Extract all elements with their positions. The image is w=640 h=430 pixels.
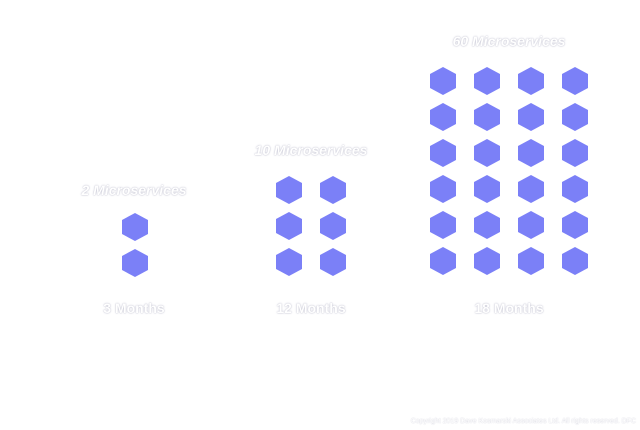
hexagon-icon [430, 247, 456, 275]
hexagon-icon [518, 211, 544, 239]
copyright-notice: Copyright 2019 Dave Kosmarski Associates… [410, 418, 636, 425]
hexagon-icon [430, 139, 456, 167]
hexagon-icon [276, 248, 302, 276]
hexagon-icon [474, 67, 500, 95]
time-label: 12 Months [276, 300, 346, 316]
hexagon-icon [474, 175, 500, 203]
hexagon-icon [474, 211, 500, 239]
hexagon-icon [562, 175, 588, 203]
hexagon-icon [430, 175, 456, 203]
hexagon-icon [430, 103, 456, 131]
hexagon-icon [562, 211, 588, 239]
time-label: 18 Months [474, 300, 544, 316]
hexagon-icon [474, 139, 500, 167]
hexagon-icon [562, 103, 588, 131]
hexagon-icon [518, 247, 544, 275]
hexagon-icon [474, 103, 500, 131]
hexagon-icon [320, 176, 346, 204]
hexagon-icon [122, 249, 148, 277]
time-label: 3 Months [103, 300, 165, 316]
count-label: 2 Microservices [81, 182, 187, 198]
hexagon-icon [276, 176, 302, 204]
hexagon-icon [562, 67, 588, 95]
hexagon-icon [122, 213, 148, 241]
hexagon-icon [320, 212, 346, 240]
hexagon-icon [276, 212, 302, 240]
hexagon-icon [320, 248, 346, 276]
hexagon-icon [474, 247, 500, 275]
hexagon-icon [430, 211, 456, 239]
hexagon-icon [518, 175, 544, 203]
count-label: 10 Microservices [254, 142, 368, 158]
hexagon-icon [518, 67, 544, 95]
hexagon-icon [562, 139, 588, 167]
hexagon-icon [430, 67, 456, 95]
hexagon-icon [562, 247, 588, 275]
hexagon-icon [518, 103, 544, 131]
count-label: 60 Microservices [452, 33, 566, 49]
hexagon-icon [518, 139, 544, 167]
